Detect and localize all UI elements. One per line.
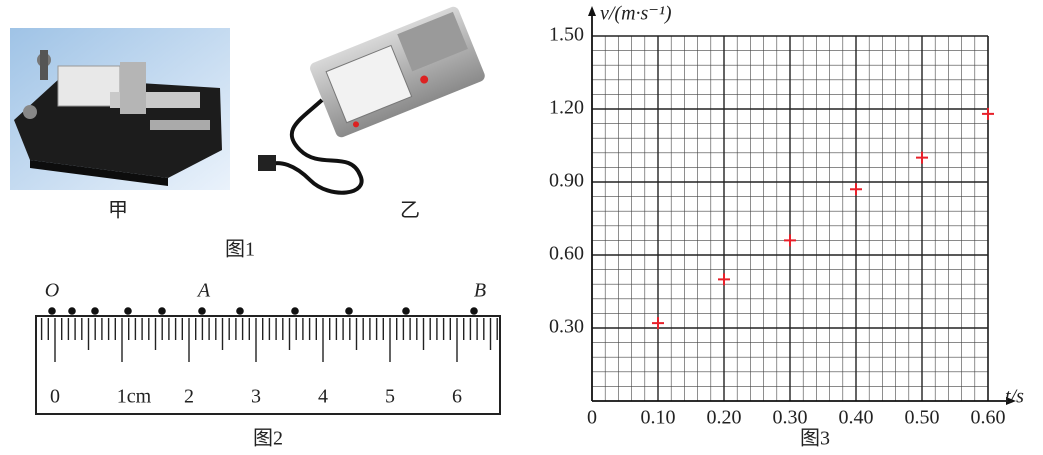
x-tick-label: 0.40 xyxy=(839,407,874,429)
y-axis-arrow xyxy=(588,6,596,16)
ruler-dot xyxy=(402,307,410,315)
photo-timer-yi xyxy=(258,5,487,193)
ruler-dot xyxy=(345,307,353,315)
ruler-label: 1cm xyxy=(117,386,152,408)
ruler-label: 4 xyxy=(318,386,328,408)
y-tick-label: 0.30 xyxy=(549,316,584,338)
ruler-label: 6 xyxy=(452,386,462,408)
data-point xyxy=(850,183,862,195)
ruler-dot xyxy=(91,307,99,315)
x-tick-label: 0 xyxy=(587,407,597,429)
data-point xyxy=(718,273,730,285)
y-tick-label: 1.50 xyxy=(549,24,584,46)
y-tick-label: 0.60 xyxy=(549,243,584,265)
ruler-label: 2 xyxy=(184,386,194,408)
ruler-label: 5 xyxy=(385,386,395,408)
point-label: B xyxy=(474,280,486,302)
x-tick-label: 0.60 xyxy=(971,407,1006,429)
ruler: 0 1cm 2 3 4 5 6 xyxy=(36,307,500,414)
ruler-label: 0 xyxy=(50,386,60,408)
y-axis-label: v/(m·s⁻¹) xyxy=(600,3,672,25)
photo-label: 乙 xyxy=(400,200,420,222)
figure-caption: 图1 xyxy=(225,239,255,261)
ruler-dot xyxy=(48,307,56,315)
ruler-dot xyxy=(158,307,166,315)
ruler-label: 3 xyxy=(251,386,261,408)
point-label: O xyxy=(45,280,59,302)
x-tick-label: 0.50 xyxy=(905,407,940,429)
graph: 0 0.10 0.20 0.30 0.40 0.50 0.60 0.30 0.60 0.90 1.2… xyxy=(549,6,1016,429)
ruler-dot xyxy=(470,307,478,315)
figure-caption: 图2 xyxy=(253,428,283,450)
y-tick-label: 0.90 xyxy=(549,170,584,192)
figure-caption: 图3 xyxy=(800,428,830,450)
point-label: A xyxy=(196,280,211,302)
page: 甲 乙 图1 01cm23456 O A B 图2 00.100.200.300… xyxy=(0,0,1043,455)
ruler-dot xyxy=(198,307,206,315)
ruler-dot xyxy=(124,307,132,315)
data-point xyxy=(916,152,928,164)
y-tick-label: 1.20 xyxy=(549,97,584,119)
x-tick-label: 0.30 xyxy=(773,407,808,429)
data-point xyxy=(784,234,796,246)
ruler-dot xyxy=(236,307,244,315)
ruler-dot xyxy=(68,307,76,315)
x-tick-label: 0.20 xyxy=(707,407,742,429)
photo-timer-jia xyxy=(10,28,230,190)
ruler-dot xyxy=(291,307,299,315)
photo-label: 甲 xyxy=(108,200,128,222)
x-tick-label: 0.10 xyxy=(641,407,676,429)
x-axis-label: t/s xyxy=(1005,386,1024,408)
